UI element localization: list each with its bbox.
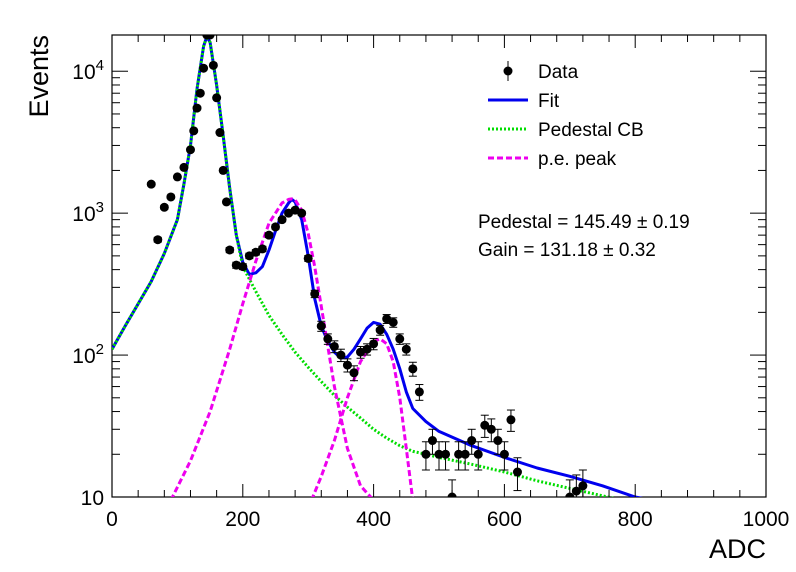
data-point xyxy=(349,368,359,378)
data-points xyxy=(146,35,588,497)
x-tick-label: 600 xyxy=(487,508,522,531)
x-tick-label: 1000 xyxy=(743,508,790,531)
data-point xyxy=(427,436,437,446)
data-point xyxy=(486,424,496,434)
data-point xyxy=(192,103,202,113)
data-point xyxy=(454,449,464,459)
data-point xyxy=(329,341,339,351)
axis-labels: ADC Events xyxy=(24,35,766,564)
data-point xyxy=(369,339,379,349)
data-point xyxy=(238,262,248,272)
data-point xyxy=(512,467,522,477)
curve-p-e-peak-4 xyxy=(311,337,414,497)
y-tick-label: 104 xyxy=(72,57,104,84)
legend-label: Pedestal CB xyxy=(538,120,644,141)
data-point xyxy=(395,334,405,344)
data-point xyxy=(493,436,503,446)
y-tick-label: 102 xyxy=(72,341,104,368)
data-point xyxy=(146,179,156,189)
x-tick-label: 400 xyxy=(356,508,391,531)
legend-label: Data xyxy=(538,62,579,83)
data-point xyxy=(153,235,163,245)
data-point xyxy=(172,172,182,182)
data-point xyxy=(323,334,333,344)
data-point xyxy=(166,192,176,202)
curve-fit-1 xyxy=(112,35,643,497)
data-point xyxy=(578,481,588,491)
data-point xyxy=(195,88,205,98)
data-point xyxy=(336,350,346,360)
gain-annotation: Gain = 131.18 ± 0.32 xyxy=(478,240,656,261)
data-point xyxy=(362,344,372,354)
data-point xyxy=(414,387,424,397)
data-point xyxy=(467,436,477,446)
y-tick-label: 10 xyxy=(81,487,104,510)
data-point xyxy=(401,344,411,354)
data-point xyxy=(310,289,320,299)
data-point xyxy=(473,449,483,459)
y-tick-label: 103 xyxy=(72,199,104,226)
plot-frame xyxy=(111,34,767,498)
data-point xyxy=(480,420,490,430)
x-tick-label: 200 xyxy=(225,508,260,531)
data-point xyxy=(221,197,231,207)
x-tick-label: 800 xyxy=(618,508,653,531)
data-point xyxy=(388,317,398,327)
data-point xyxy=(434,449,444,459)
data-point xyxy=(179,162,189,172)
data-point xyxy=(189,126,199,136)
data-point xyxy=(375,325,385,335)
data-point xyxy=(205,35,215,40)
data-point xyxy=(225,245,235,255)
axes: 0 200 400 600 800 1000 10 102 103 104 xyxy=(72,35,789,531)
data-point xyxy=(441,449,451,459)
data-point xyxy=(499,449,509,459)
plot-border xyxy=(111,34,767,498)
legend: Data Fit Pedestal CB p.e. peak xyxy=(488,61,644,170)
data-point xyxy=(185,145,195,155)
data-point xyxy=(264,230,274,240)
data-point xyxy=(565,492,575,497)
x-tick-label: 0 xyxy=(106,508,118,531)
x-axis-title: ADC xyxy=(709,534,766,564)
legend-marker-data xyxy=(503,66,513,76)
legend-label: Fit xyxy=(538,91,560,112)
data-point xyxy=(199,63,209,73)
curve-p-e-peak-3 xyxy=(170,197,373,497)
data-point xyxy=(159,202,169,212)
data-point xyxy=(303,253,313,263)
y-axis-title: Events xyxy=(24,35,54,118)
data-point xyxy=(316,321,326,331)
data-point xyxy=(218,165,228,175)
data-point xyxy=(342,360,352,370)
data-point xyxy=(277,215,287,225)
data-point xyxy=(421,449,431,459)
data-point xyxy=(215,128,225,138)
data-point xyxy=(208,60,218,70)
pedestal-annotation: Pedestal = 145.49 ± 0.19 xyxy=(478,212,690,233)
data-point xyxy=(212,93,222,103)
data-point xyxy=(571,486,581,496)
legend-label: p.e. peak xyxy=(538,149,617,170)
data-point xyxy=(271,222,280,232)
data-point xyxy=(506,415,516,425)
data-point xyxy=(408,364,418,374)
data-point xyxy=(460,449,470,459)
data-point xyxy=(297,208,307,218)
data-point xyxy=(257,244,267,254)
